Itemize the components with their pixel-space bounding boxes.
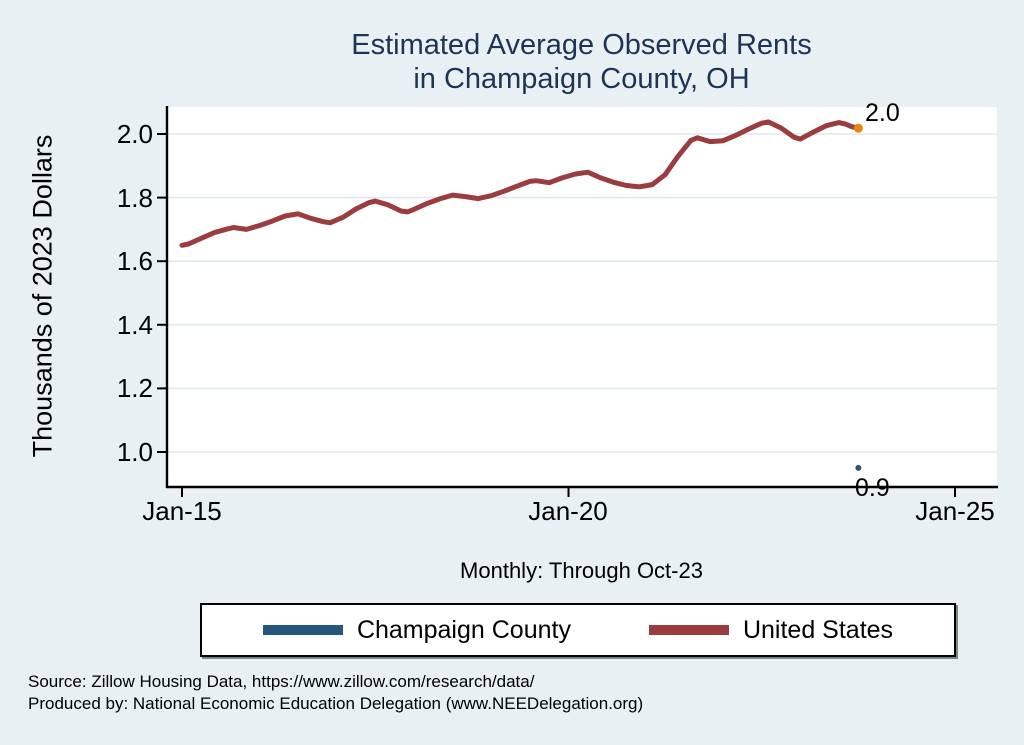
y-tick-label-1_4: 1.4 [116,310,153,340]
united-states-line-swatch [648,625,729,635]
source-footer: Source: Zillow Housing Data, https://www… [28,671,1008,715]
county-end-value-label: 0.9 [855,474,890,502]
chart-subtitle: Monthly: Through Oct-23 [460,558,703,583]
source-line: Source: Zillow Housing Data, https://www… [28,672,535,691]
produced-by-line: Produced by: National Economic Education… [28,694,644,713]
x-tick-label-jan20: Jan-20 [528,496,608,526]
legend-label-champaign-county: Champaign County [356,615,571,644]
chart-title: Estimated Average Observed Rents in Cham… [166,28,997,96]
y-tick-label-1_8: 1.8 [116,183,153,213]
y-tick-label-1_2: 1.2 [116,373,153,403]
us-end-value-label: 2.0 [865,99,900,127]
x-tick-label-jan25: Jan-25 [915,496,995,526]
y-tick-label-1_6: 1.6 [116,246,153,276]
x-tick-label-jan15: Jan-15 [142,496,222,526]
legend-item-champaign-county: Champaign County [262,615,571,645]
legend-label-united-states: United States [742,615,894,644]
legend-box: Champaign County United States [200,603,956,657]
legend-item-united-states: United States [648,615,894,645]
chart-title-line1: Estimated Average Observed Rents [351,29,812,61]
y-tick-label-1_0: 1.0 [116,437,153,467]
champaign-county-line-swatch [262,625,343,635]
y-tick-label-2_0: 2.0 [116,119,153,149]
chart-title-line2: in Champaign County, OH [413,63,750,95]
y-axis-title: Thousands of 2023 Dollars [27,134,58,458]
